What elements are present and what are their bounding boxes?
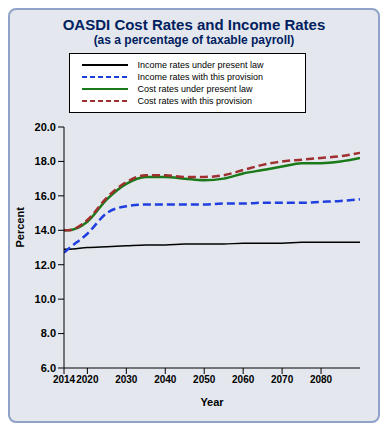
- html-text:(as a percentage of taxable pa: (as a percentage of taxable payroll): [93, 33, 295, 47]
- html-text:Income rates with this provisi: Income rates with this provision: [137, 72, 264, 82]
- svg-text:2060: 2060: [232, 374, 255, 385]
- html-text:Income rates under present law: Income rates under present law: [137, 60, 264, 70]
- svg-text:2080: 2080: [310, 374, 333, 385]
- html-text:Cost rates under present law: Cost rates under present law: [137, 84, 253, 94]
- svg-text:12.0: 12.0: [35, 259, 56, 271]
- svg-text:18.0: 18.0: [35, 155, 56, 167]
- svg-text:Year: Year: [200, 396, 224, 408]
- html-text:Cost rates with this provision: Cost rates with this provision: [137, 96, 252, 106]
- svg-text:Percent: Percent: [14, 207, 26, 248]
- svg-text:2040: 2040: [154, 374, 177, 385]
- svg-text:2050: 2050: [193, 374, 216, 385]
- html-text:OASDI Cost Rates and Income Ra: OASDI Cost Rates and Income Rates: [62, 16, 326, 33]
- svg-text:2070: 2070: [271, 374, 294, 385]
- svg-text:2014: 2014: [53, 374, 76, 385]
- svg-text:2030: 2030: [115, 374, 138, 385]
- svg-text:20.0: 20.0: [35, 121, 56, 133]
- svg-text:2020: 2020: [76, 374, 99, 385]
- svg-text:6.0: 6.0: [41, 362, 56, 374]
- svg-text:16.0: 16.0: [35, 190, 56, 202]
- svg-text:8.0: 8.0: [41, 327, 56, 339]
- svg-text:10.0: 10.0: [35, 293, 56, 305]
- svg-text:14.0: 14.0: [35, 224, 56, 236]
